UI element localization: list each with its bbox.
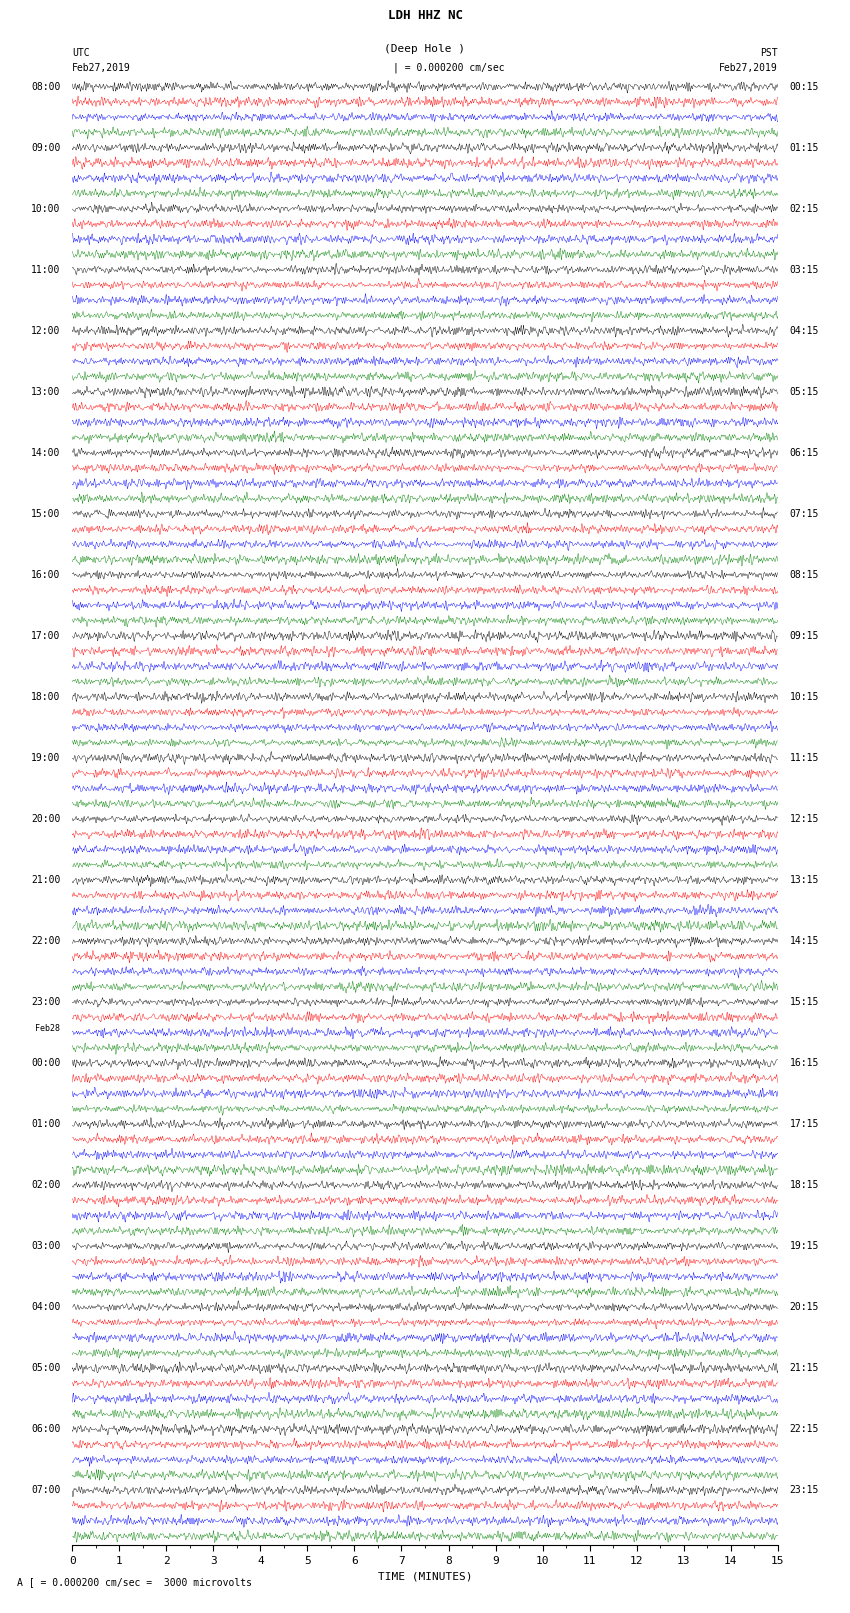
Text: 22:00: 22:00 [31, 936, 60, 947]
Text: Feb27,2019: Feb27,2019 [719, 63, 778, 73]
X-axis label: TIME (MINUTES): TIME (MINUTES) [377, 1571, 473, 1581]
Text: 04:15: 04:15 [790, 326, 819, 336]
Text: 11:15: 11:15 [790, 753, 819, 763]
Text: 00:15: 00:15 [790, 82, 819, 92]
Text: 06:15: 06:15 [790, 448, 819, 458]
Text: 19:15: 19:15 [790, 1240, 819, 1252]
Text: 01:00: 01:00 [31, 1119, 60, 1129]
Text: 18:00: 18:00 [31, 692, 60, 702]
Text: 19:00: 19:00 [31, 753, 60, 763]
Text: 14:15: 14:15 [790, 936, 819, 947]
Text: 23:00: 23:00 [31, 997, 60, 1007]
Text: 10:15: 10:15 [790, 692, 819, 702]
Text: (Deep Hole ): (Deep Hole ) [384, 44, 466, 53]
Text: A [ = 0.000200 cm/sec =  3000 microvolts: A [ = 0.000200 cm/sec = 3000 microvolts [17, 1578, 252, 1587]
Text: 07:00: 07:00 [31, 1486, 60, 1495]
Text: 04:00: 04:00 [31, 1302, 60, 1313]
Text: 22:15: 22:15 [790, 1424, 819, 1434]
Text: 12:15: 12:15 [790, 815, 819, 824]
Text: 03:15: 03:15 [790, 265, 819, 274]
Text: 00:00: 00:00 [31, 1058, 60, 1068]
Text: UTC: UTC [72, 48, 90, 58]
Text: 09:00: 09:00 [31, 142, 60, 153]
Text: PST: PST [760, 48, 778, 58]
Text: 15:00: 15:00 [31, 508, 60, 519]
Text: 16:15: 16:15 [790, 1058, 819, 1068]
Text: | = 0.000200 cm/sec: | = 0.000200 cm/sec [394, 63, 505, 73]
Text: 07:15: 07:15 [790, 508, 819, 519]
Text: 17:00: 17:00 [31, 631, 60, 640]
Text: 02:00: 02:00 [31, 1181, 60, 1190]
Text: 11:00: 11:00 [31, 265, 60, 274]
Text: Feb27,2019: Feb27,2019 [72, 63, 131, 73]
Text: 21:15: 21:15 [790, 1363, 819, 1373]
Text: 21:00: 21:00 [31, 874, 60, 886]
Text: 02:15: 02:15 [790, 203, 819, 213]
Text: LDH HHZ NC: LDH HHZ NC [388, 8, 462, 21]
Text: 18:15: 18:15 [790, 1181, 819, 1190]
Text: 05:15: 05:15 [790, 387, 819, 397]
Text: 14:00: 14:00 [31, 448, 60, 458]
Text: 12:00: 12:00 [31, 326, 60, 336]
Text: 01:15: 01:15 [790, 142, 819, 153]
Text: 03:00: 03:00 [31, 1240, 60, 1252]
Text: 09:15: 09:15 [790, 631, 819, 640]
Text: Feb28: Feb28 [36, 1024, 60, 1032]
Text: 08:00: 08:00 [31, 82, 60, 92]
Text: 17:15: 17:15 [790, 1119, 819, 1129]
Text: 16:00: 16:00 [31, 569, 60, 579]
Text: 13:15: 13:15 [790, 874, 819, 886]
Text: 20:00: 20:00 [31, 815, 60, 824]
Text: 20:15: 20:15 [790, 1302, 819, 1313]
Text: 05:00: 05:00 [31, 1363, 60, 1373]
Text: 08:15: 08:15 [790, 569, 819, 579]
Text: 10:00: 10:00 [31, 203, 60, 213]
Text: 13:00: 13:00 [31, 387, 60, 397]
Text: 23:15: 23:15 [790, 1486, 819, 1495]
Text: 15:15: 15:15 [790, 997, 819, 1007]
Text: 06:00: 06:00 [31, 1424, 60, 1434]
